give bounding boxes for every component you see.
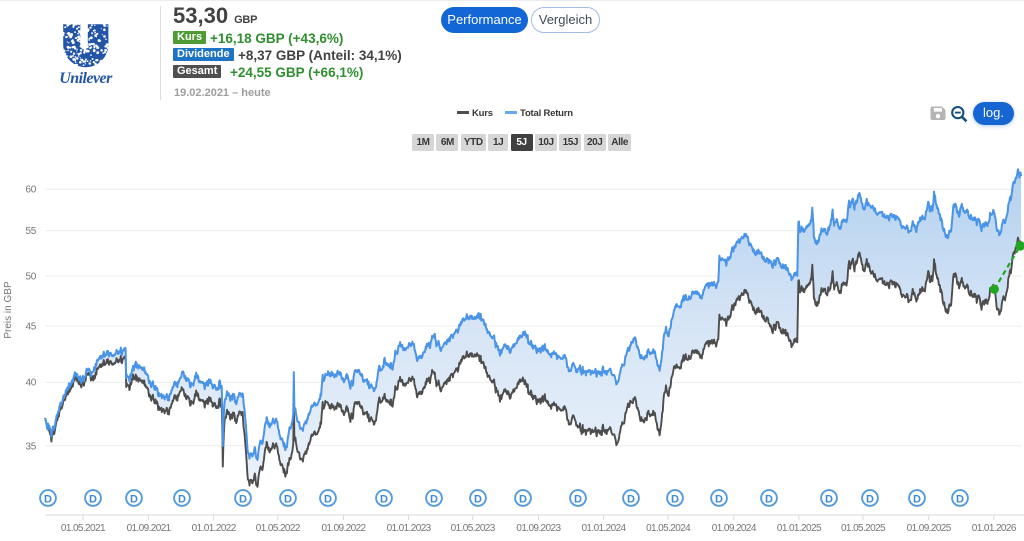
svg-text:D: D: [765, 494, 773, 506]
svg-text:Preis in GBP: Preis in GBP: [3, 281, 14, 339]
svg-text:D: D: [574, 494, 582, 506]
svg-text:D: D: [380, 494, 388, 506]
svg-text:01.09.2022: 01.09.2022: [321, 523, 366, 534]
svg-text:01.09.2025: 01.09.2025: [907, 523, 952, 534]
svg-text:D: D: [178, 494, 186, 506]
svg-text:40: 40: [25, 378, 36, 389]
svg-text:D: D: [284, 494, 292, 506]
svg-text:01.01.2022: 01.01.2022: [192, 523, 237, 534]
svg-text:D: D: [913, 494, 921, 506]
svg-text:D: D: [866, 494, 874, 506]
svg-text:D: D: [956, 494, 964, 506]
svg-text:D: D: [715, 494, 723, 506]
svg-text:D: D: [825, 494, 833, 506]
svg-text:D: D: [671, 494, 679, 506]
svg-text:01.01.2025: 01.01.2025: [777, 523, 822, 534]
svg-text:01.01.2026: 01.01.2026: [972, 523, 1017, 534]
svg-text:01.05.2022: 01.05.2022: [256, 523, 301, 534]
svg-text:01.05.2024: 01.05.2024: [646, 523, 691, 534]
svg-text:01.09.2021: 01.09.2021: [127, 523, 172, 534]
svg-text:D: D: [627, 494, 635, 506]
svg-text:D: D: [239, 494, 247, 506]
svg-text:35: 35: [25, 441, 36, 452]
svg-text:D: D: [44, 494, 52, 506]
svg-text:D: D: [519, 494, 527, 506]
svg-text:D: D: [89, 494, 97, 506]
svg-text:01.09.2023: 01.09.2023: [516, 523, 561, 534]
svg-text:50: 50: [25, 272, 36, 283]
svg-text:D: D: [430, 494, 438, 506]
svg-text:60: 60: [25, 185, 36, 196]
svg-text:01.01.2024: 01.01.2024: [581, 523, 626, 534]
svg-text:D: D: [324, 494, 332, 506]
svg-text:01.05.2025: 01.05.2025: [841, 523, 886, 534]
svg-text:01.01.2023: 01.01.2023: [387, 523, 432, 534]
svg-text:D: D: [474, 494, 482, 506]
svg-text:55: 55: [25, 226, 36, 237]
svg-text:Unilever: Unilever: [59, 70, 113, 87]
svg-text:01.09.2024: 01.09.2024: [712, 523, 757, 534]
svg-text:D: D: [130, 494, 138, 506]
svg-text:01.05.2021: 01.05.2021: [61, 523, 106, 534]
svg-text:45: 45: [25, 322, 36, 333]
svg-text:01.05.2023: 01.05.2023: [451, 523, 496, 534]
